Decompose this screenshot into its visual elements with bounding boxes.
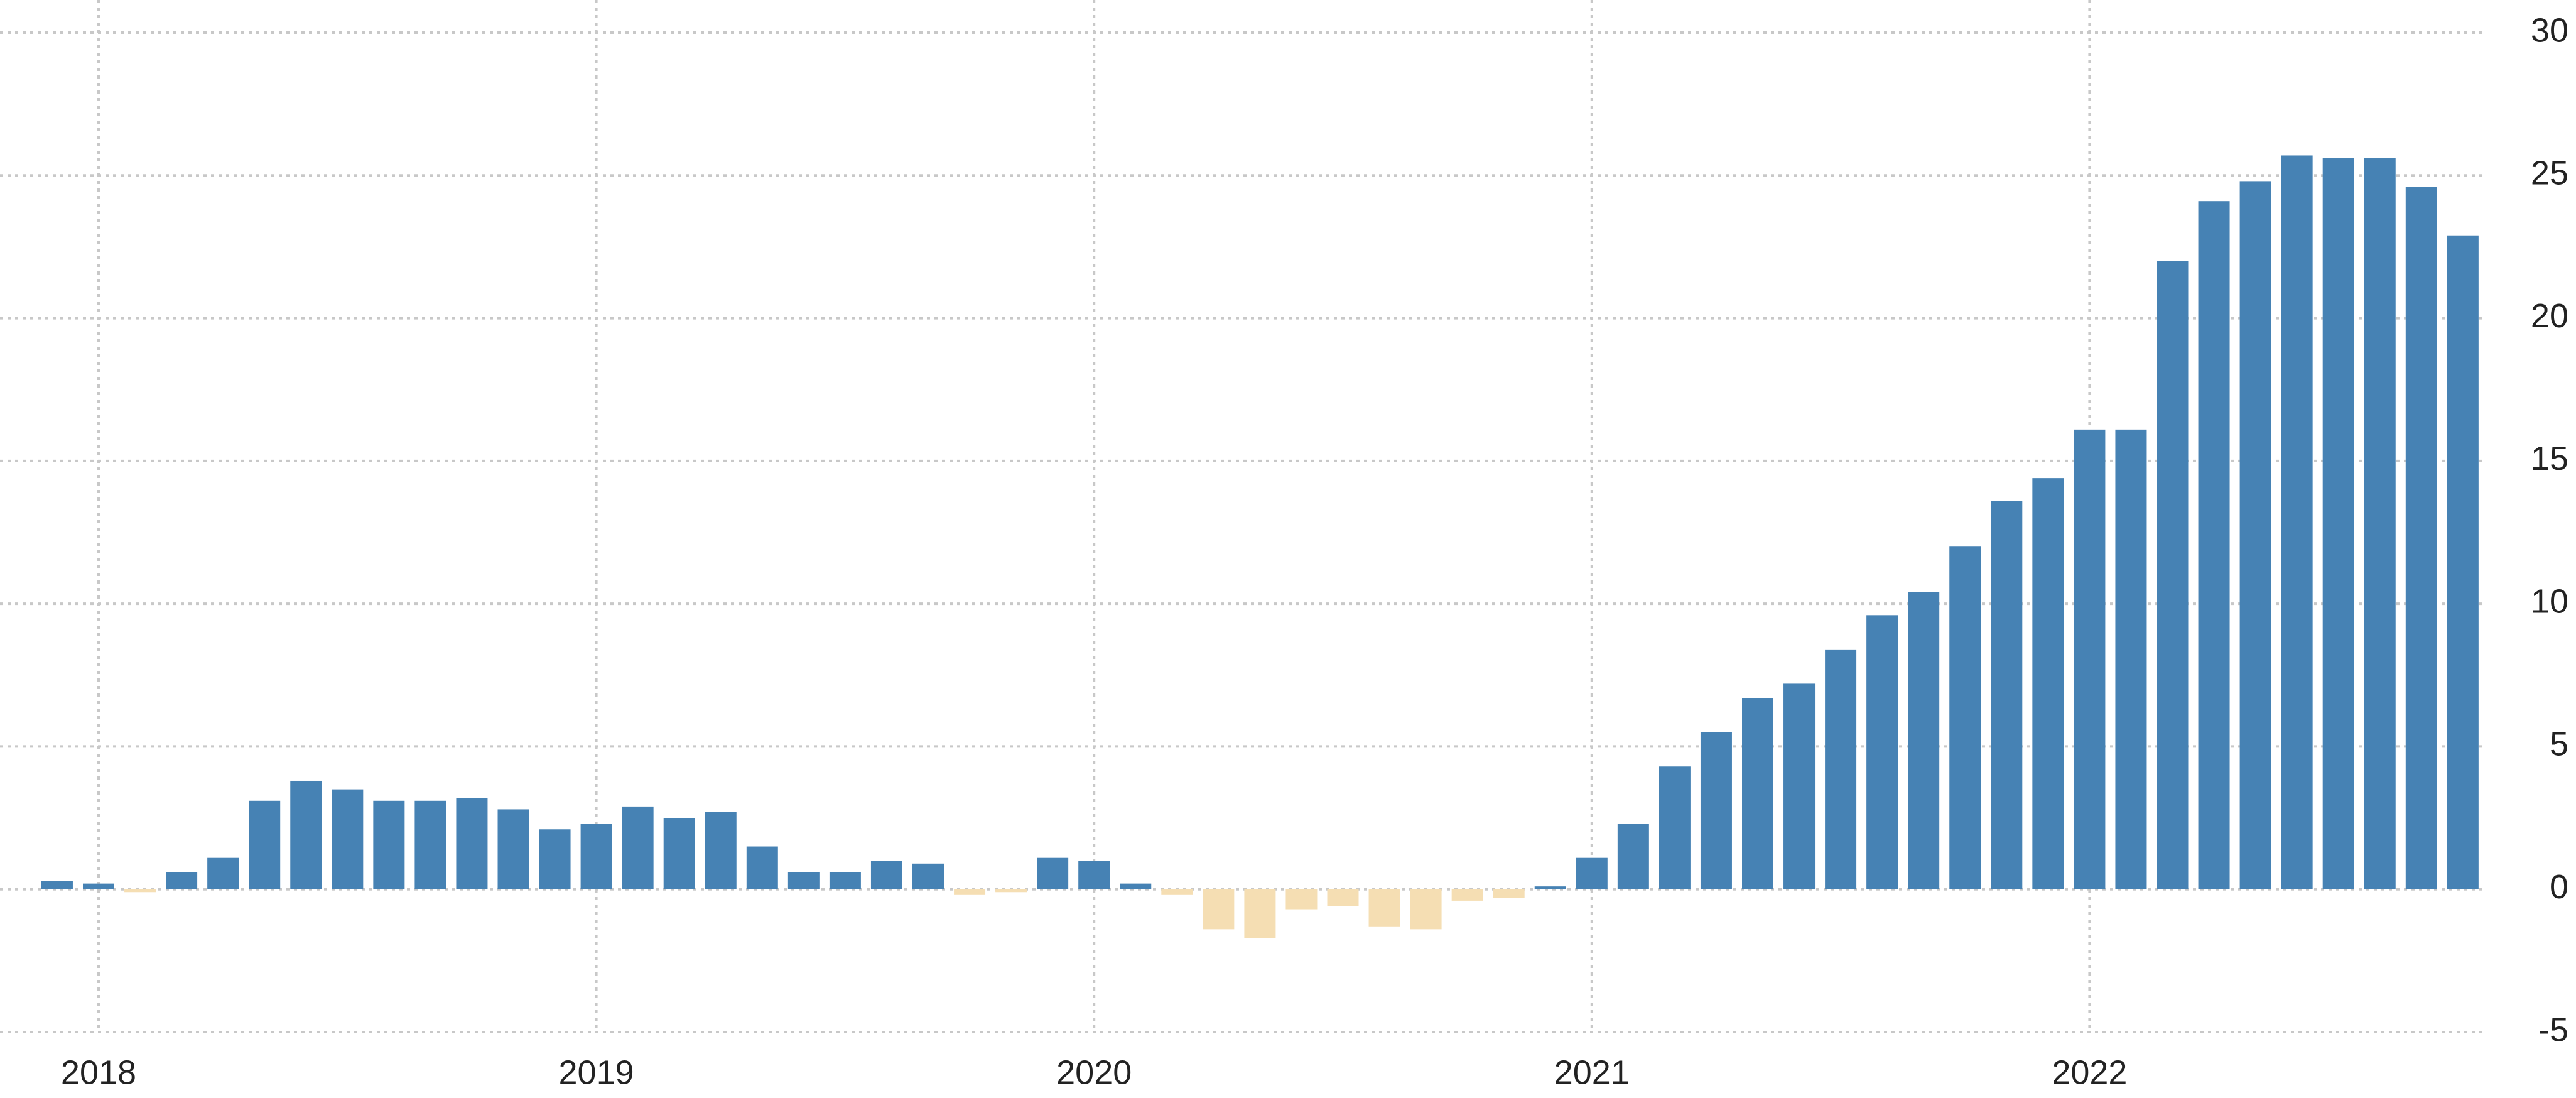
y-tick-label: 20 [2531, 297, 2568, 335]
bar [870, 861, 902, 889]
y-tick-label: 5 [2550, 726, 2568, 763]
bar [1368, 889, 1400, 927]
bar [1451, 889, 1483, 901]
bar [1327, 889, 1359, 906]
bar [1617, 824, 1649, 889]
bar [995, 889, 1027, 893]
bar [2074, 429, 2106, 889]
bar [705, 812, 737, 889]
bar [1120, 883, 1152, 889]
bar [1078, 861, 1110, 889]
bar [1493, 889, 1525, 898]
bar [1659, 766, 1691, 889]
x-tick-label: 2018 [61, 1053, 136, 1091]
bar [2405, 187, 2437, 889]
bar [1742, 698, 1773, 889]
bar [1825, 649, 1857, 889]
bar [2157, 261, 2189, 889]
bar [1700, 732, 1732, 889]
bar [83, 883, 114, 889]
bar [829, 872, 861, 889]
y-tick-label: 25 [2531, 155, 2568, 192]
bar [2032, 478, 2064, 889]
bar [1244, 889, 1276, 938]
bar [1534, 886, 1566, 889]
bar [2322, 158, 2354, 889]
x-tick-label: 2021 [1554, 1053, 1630, 1091]
bar [2239, 181, 2271, 889]
y-tick-label: -5 [2538, 1011, 2568, 1048]
x-tick-label: 2022 [2052, 1053, 2127, 1091]
y-tick-label: 0 [2550, 868, 2568, 906]
bar [1285, 889, 1318, 910]
bar [1949, 546, 1981, 889]
bar [580, 824, 612, 889]
y-tick-label: 15 [2531, 440, 2568, 477]
bar [622, 806, 654, 889]
bar [2115, 429, 2147, 889]
bar [414, 800, 446, 889]
bar [663, 818, 695, 889]
bar [207, 857, 239, 889]
x-tick-label: 2020 [1056, 1053, 1132, 1091]
bar [497, 809, 529, 889]
bar [787, 872, 820, 889]
bar [912, 863, 944, 889]
bar [1161, 889, 1193, 895]
bar [456, 798, 488, 889]
bar [1410, 889, 1442, 930]
bar [2447, 235, 2479, 889]
bar [249, 800, 281, 889]
y-tick-label: 30 [2531, 11, 2568, 49]
bar [166, 872, 198, 889]
bar [124, 889, 156, 893]
bar [332, 789, 364, 889]
bar [1037, 857, 1069, 889]
bar [290, 780, 322, 889]
bar [2364, 158, 2396, 889]
bar [746, 846, 778, 889]
bar [2281, 155, 2313, 889]
x-tick-label: 2019 [559, 1053, 634, 1091]
y-tick-label: 10 [2531, 582, 2568, 620]
bar [1783, 683, 1816, 889]
bar [41, 881, 73, 889]
bar [954, 889, 986, 895]
bar [1576, 857, 1608, 889]
bar [1203, 889, 1235, 930]
bar [1866, 615, 1898, 889]
bar [1908, 592, 1940, 889]
bar [539, 829, 571, 889]
bar [2198, 201, 2230, 889]
bar [1991, 501, 2023, 889]
bar [373, 800, 405, 889]
